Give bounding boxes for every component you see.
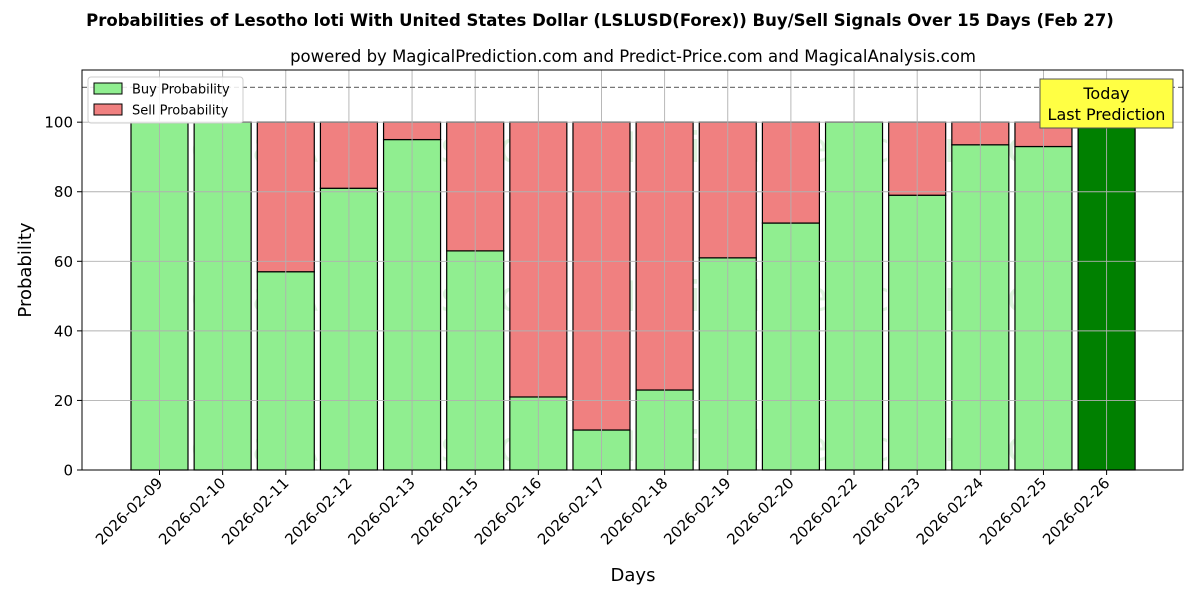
y-tick-label: 60 [54,253,73,271]
x-axis-label: Days [611,565,656,586]
legend-box [87,76,244,124]
y-tick-label: 0 [63,462,73,480]
y-axis-label: Probability [15,222,36,317]
y-tick-label: 80 [54,183,73,201]
y-tick-label: 20 [54,392,73,410]
today-annotation: Today Last Prediction [1039,78,1174,129]
legend-swatch [93,103,123,116]
chart-title: Probabilities of Lesotho loti With Unite… [86,11,1114,30]
annotation-line1: Today [1082,84,1129,103]
annotation-line2: Last Prediction [1048,105,1166,124]
legend-label: Buy Probability [132,83,230,98]
legend: Buy Probability Sell Probability [87,76,244,124]
annotation-box [1039,78,1174,129]
plot-frame [81,69,1184,471]
y-tick-label: 100 [44,114,73,132]
plot-area: MagicalAnalysis.comMagicalPrediction.com… [44,69,1184,548]
chart-subtitle: powered by MagicalPrediction.com and Pre… [290,47,976,66]
legend-swatch [93,82,123,95]
legend-label: Sell Probability [132,104,229,119]
y-tick-label: 40 [54,322,73,340]
